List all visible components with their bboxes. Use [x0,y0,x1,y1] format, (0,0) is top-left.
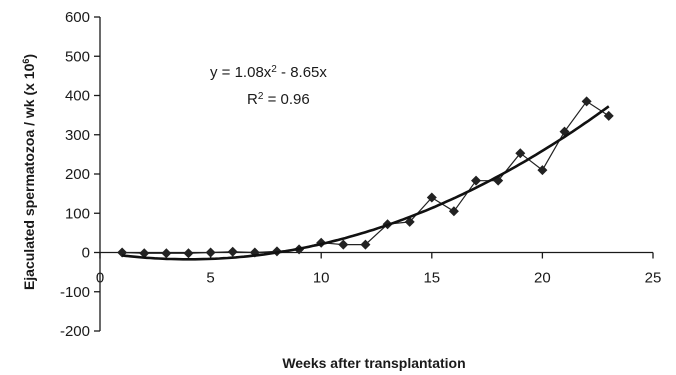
y-tick-label: 500 [65,48,90,65]
y-tick-label: 400 [65,88,90,105]
trendline-r-squared: R2 = 0.96 [247,91,310,109]
data-point [448,206,459,217]
y-tick-label: -100 [60,284,90,301]
y-tick-label: 0 [82,245,90,262]
x-axis-title: Weeks after transplantation [282,355,465,371]
data-point [338,239,349,250]
x-tick-label: 5 [206,270,214,287]
data-point [471,175,482,186]
data-point [581,96,592,107]
trendline-equation: y = 1.08x2 - 8.65x [210,64,327,82]
x-tick-label: 10 [313,270,330,287]
trendline [121,105,610,261]
data-point [537,165,548,176]
x-tick-label: 20 [534,270,551,287]
x-tick-label: 0 [96,270,104,287]
data-point [404,216,415,227]
x-tick-label: 15 [423,270,440,287]
data-point [360,239,371,250]
y-tick-label: 100 [65,205,90,222]
data-point [515,148,526,159]
y-tick-label: 200 [65,166,90,183]
data-point [603,110,614,121]
y-tick-label: 300 [65,127,90,144]
y-axis-title: Ejaculated spermatozoa / wk (x 106) [21,54,37,290]
data-point [139,248,150,259]
trendline-curve [121,105,610,261]
data-point [426,192,437,203]
axes [94,16,654,332]
data-point [161,248,172,259]
data-series [117,96,614,259]
x-tick-label: 25 [645,270,662,287]
tick-labels: -200 -100 0 100 200 300 400 500 600 0 5 10 15 20 25 [60,9,661,340]
y-tick-label: -200 [60,323,90,340]
data-point [183,248,194,259]
data-point [205,247,216,258]
series-line [122,100,610,254]
y-tick-label: 600 [65,9,90,26]
data-point [227,246,238,257]
